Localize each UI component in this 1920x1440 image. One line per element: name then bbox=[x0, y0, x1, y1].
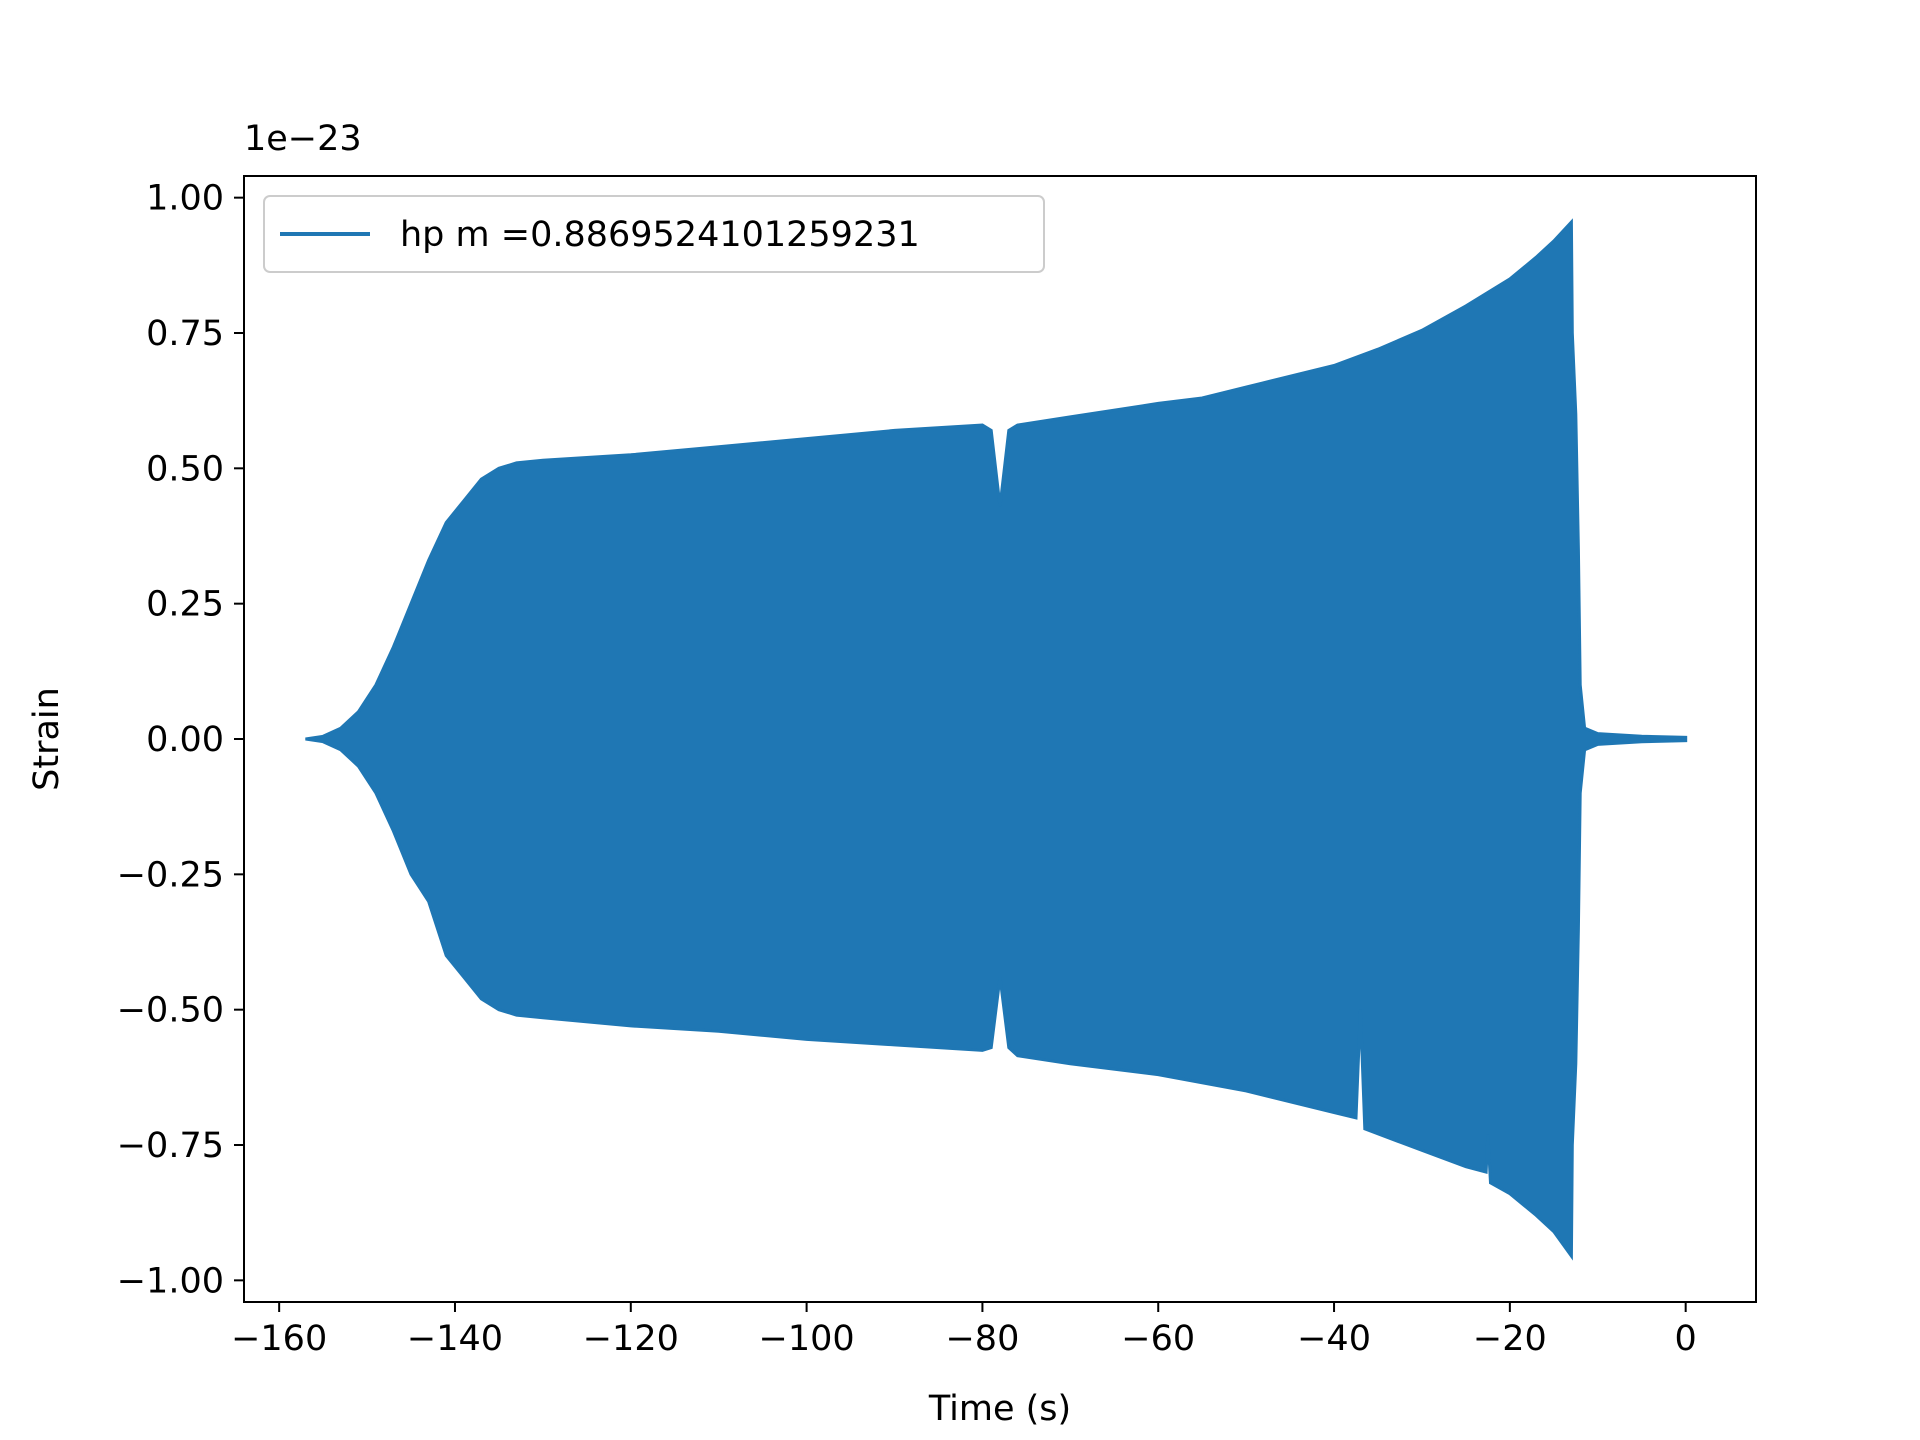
y-tick-label: 0.50 bbox=[146, 449, 224, 489]
plot-area bbox=[305, 218, 1688, 1261]
legend: hp m =0.8869524101259231 bbox=[263, 195, 1045, 273]
x-tick-label: −60 bbox=[1121, 1319, 1195, 1359]
x-tick-label: −120 bbox=[583, 1319, 679, 1359]
y-tick-label: 0.25 bbox=[146, 585, 224, 625]
y-tick-label: −0.25 bbox=[117, 855, 224, 895]
y-axis: 1.00 0.75 0.50 0.25 0.00 −0.25 −0.50 −0.75 −1.00 bbox=[117, 179, 244, 1301]
y-tick-label: −0.75 bbox=[117, 1126, 224, 1166]
x-tick-label: 0 bbox=[1675, 1319, 1697, 1359]
x-tick-label: −160 bbox=[231, 1319, 327, 1359]
y-tick-label: −0.50 bbox=[117, 991, 224, 1031]
legend-box bbox=[263, 195, 1045, 273]
y-tick-label: 0.00 bbox=[146, 720, 224, 760]
x-axis-label: Time (s) bbox=[928, 1389, 1071, 1429]
y-tick-label: 0.75 bbox=[146, 314, 224, 354]
y-tick-label: 1.00 bbox=[146, 179, 224, 219]
x-tick-label: −80 bbox=[945, 1319, 1019, 1359]
x-tick-label: −100 bbox=[759, 1319, 855, 1359]
x-axis: −160 −140 −120 −100 −80 −60 −40 −20 0 bbox=[231, 1302, 1697, 1359]
x-tick-label: −20 bbox=[1473, 1319, 1547, 1359]
y-tick-label: −1.00 bbox=[117, 1261, 224, 1301]
series-hp-waveform bbox=[305, 218, 1688, 1261]
legend-label: hp m =0.8869524101259231 bbox=[400, 215, 920, 255]
y-offset-label: 1e−23 bbox=[244, 119, 362, 159]
x-tick-label: −40 bbox=[1297, 1319, 1371, 1359]
y-axis-label: Strain bbox=[27, 687, 67, 791]
x-tick-label: −140 bbox=[407, 1319, 503, 1359]
